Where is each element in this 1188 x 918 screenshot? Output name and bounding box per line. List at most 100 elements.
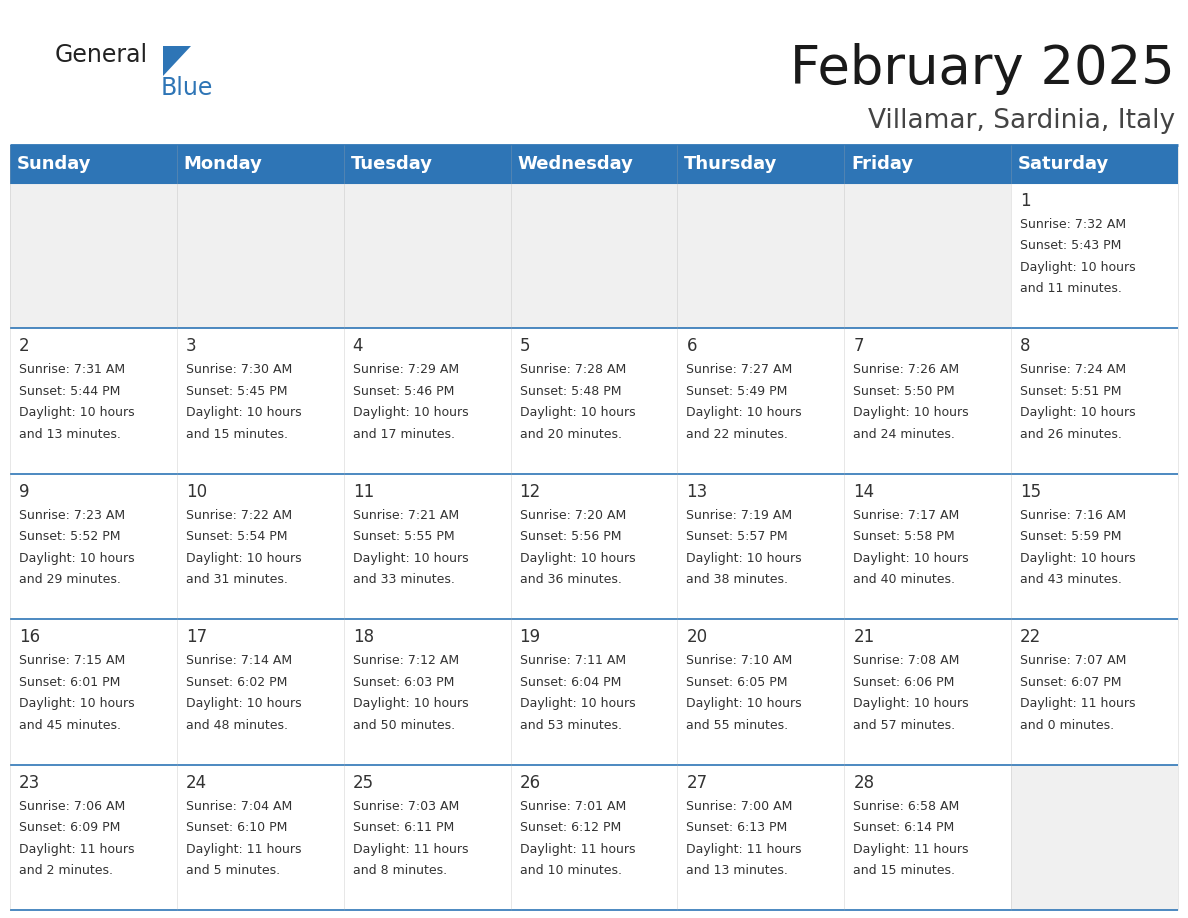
- Text: Sunrise: 7:28 AM: Sunrise: 7:28 AM: [519, 364, 626, 376]
- Bar: [343, 329, 511, 474]
- Bar: [677, 145, 845, 183]
- Text: and 0 minutes.: and 0 minutes.: [1020, 719, 1114, 732]
- Text: Daylight: 11 hours: Daylight: 11 hours: [19, 843, 134, 856]
- Bar: [1011, 183, 1178, 329]
- Text: and 57 minutes.: and 57 minutes.: [853, 719, 955, 732]
- Text: 2: 2: [19, 338, 30, 355]
- Text: and 45 minutes.: and 45 minutes.: [19, 719, 121, 732]
- Text: and 26 minutes.: and 26 minutes.: [1020, 428, 1121, 441]
- Text: Sunrise: 7:21 AM: Sunrise: 7:21 AM: [353, 509, 459, 521]
- Text: Sunset: 6:14 PM: Sunset: 6:14 PM: [853, 821, 954, 834]
- Text: Sunset: 6:13 PM: Sunset: 6:13 PM: [687, 821, 788, 834]
- Text: and 36 minutes.: and 36 minutes.: [519, 574, 621, 587]
- Text: Tuesday: Tuesday: [350, 155, 432, 173]
- Bar: [10, 474, 177, 620]
- Text: Daylight: 10 hours: Daylight: 10 hours: [353, 552, 468, 565]
- Text: February 2025: February 2025: [790, 43, 1175, 95]
- Text: Sunday: Sunday: [17, 155, 91, 173]
- Text: Wednesday: Wednesday: [517, 155, 633, 173]
- Bar: [1011, 620, 1178, 765]
- Text: 7: 7: [853, 338, 864, 355]
- Text: and 13 minutes.: and 13 minutes.: [19, 428, 121, 441]
- Text: 6: 6: [687, 338, 697, 355]
- Text: 1: 1: [1020, 192, 1031, 210]
- Text: Sunrise: 7:04 AM: Sunrise: 7:04 AM: [185, 800, 292, 812]
- Text: and 15 minutes.: and 15 minutes.: [185, 428, 287, 441]
- Bar: [845, 329, 1011, 474]
- Text: 13: 13: [687, 483, 708, 501]
- Text: Sunset: 5:59 PM: Sunset: 5:59 PM: [1020, 531, 1121, 543]
- Bar: [177, 183, 343, 329]
- Bar: [177, 329, 343, 474]
- Text: Sunrise: 7:01 AM: Sunrise: 7:01 AM: [519, 800, 626, 812]
- Text: Sunrise: 7:08 AM: Sunrise: 7:08 AM: [853, 655, 960, 667]
- Text: Daylight: 10 hours: Daylight: 10 hours: [19, 552, 134, 565]
- Text: Sunrise: 7:16 AM: Sunrise: 7:16 AM: [1020, 509, 1126, 521]
- Text: Sunset: 5:50 PM: Sunset: 5:50 PM: [853, 385, 955, 397]
- Text: 4: 4: [353, 338, 364, 355]
- Text: Daylight: 10 hours: Daylight: 10 hours: [1020, 552, 1136, 565]
- Text: and 48 minutes.: and 48 minutes.: [185, 719, 287, 732]
- Bar: [1011, 145, 1178, 183]
- Text: Daylight: 10 hours: Daylight: 10 hours: [1020, 407, 1136, 420]
- Text: and 17 minutes.: and 17 minutes.: [353, 428, 455, 441]
- Text: Sunset: 5:48 PM: Sunset: 5:48 PM: [519, 385, 621, 397]
- Text: Sunset: 6:06 PM: Sunset: 6:06 PM: [853, 676, 955, 688]
- Text: Daylight: 10 hours: Daylight: 10 hours: [1020, 261, 1136, 274]
- Text: and 5 minutes.: and 5 minutes.: [185, 864, 280, 877]
- Text: Daylight: 10 hours: Daylight: 10 hours: [687, 407, 802, 420]
- Text: Daylight: 11 hours: Daylight: 11 hours: [687, 843, 802, 856]
- Text: Sunset: 6:11 PM: Sunset: 6:11 PM: [353, 821, 454, 834]
- Text: Sunset: 5:51 PM: Sunset: 5:51 PM: [1020, 385, 1121, 397]
- Text: and 31 minutes.: and 31 minutes.: [185, 574, 287, 587]
- Text: 9: 9: [19, 483, 30, 501]
- Text: Blue: Blue: [162, 76, 214, 100]
- Text: Sunrise: 7:07 AM: Sunrise: 7:07 AM: [1020, 655, 1126, 667]
- Bar: [177, 145, 343, 183]
- Text: Sunset: 5:45 PM: Sunset: 5:45 PM: [185, 385, 287, 397]
- Text: Villamar, Sardinia, Italy: Villamar, Sardinia, Italy: [868, 108, 1175, 134]
- Text: Sunset: 5:44 PM: Sunset: 5:44 PM: [19, 385, 120, 397]
- Text: Sunrise: 7:30 AM: Sunrise: 7:30 AM: [185, 364, 292, 376]
- Bar: [845, 183, 1011, 329]
- Bar: [511, 474, 677, 620]
- Text: Sunrise: 7:17 AM: Sunrise: 7:17 AM: [853, 509, 960, 521]
- Text: 25: 25: [353, 774, 374, 791]
- Bar: [511, 765, 677, 910]
- Text: 10: 10: [185, 483, 207, 501]
- Bar: [177, 620, 343, 765]
- Text: Thursday: Thursday: [684, 155, 777, 173]
- Text: and 15 minutes.: and 15 minutes.: [853, 864, 955, 877]
- Bar: [177, 474, 343, 620]
- Text: Sunrise: 7:12 AM: Sunrise: 7:12 AM: [353, 655, 459, 667]
- Text: Daylight: 10 hours: Daylight: 10 hours: [185, 697, 302, 711]
- Text: Friday: Friday: [851, 155, 914, 173]
- Text: Daylight: 10 hours: Daylight: 10 hours: [687, 697, 802, 711]
- Text: 17: 17: [185, 628, 207, 646]
- Text: Sunrise: 7:32 AM: Sunrise: 7:32 AM: [1020, 218, 1126, 231]
- Text: 28: 28: [853, 774, 874, 791]
- Text: Daylight: 11 hours: Daylight: 11 hours: [1020, 697, 1136, 711]
- Text: Sunset: 6:10 PM: Sunset: 6:10 PM: [185, 821, 287, 834]
- Text: and 50 minutes.: and 50 minutes.: [353, 719, 455, 732]
- Text: Daylight: 11 hours: Daylight: 11 hours: [519, 843, 636, 856]
- Text: Daylight: 10 hours: Daylight: 10 hours: [519, 697, 636, 711]
- Text: Sunset: 6:02 PM: Sunset: 6:02 PM: [185, 676, 287, 688]
- Text: 12: 12: [519, 483, 541, 501]
- Text: and 10 minutes.: and 10 minutes.: [519, 864, 621, 877]
- Bar: [845, 620, 1011, 765]
- Bar: [1011, 765, 1178, 910]
- Text: Daylight: 10 hours: Daylight: 10 hours: [519, 552, 636, 565]
- Text: Daylight: 10 hours: Daylight: 10 hours: [353, 407, 468, 420]
- Text: 11: 11: [353, 483, 374, 501]
- Text: Sunset: 5:46 PM: Sunset: 5:46 PM: [353, 385, 454, 397]
- Text: Sunrise: 7:15 AM: Sunrise: 7:15 AM: [19, 655, 125, 667]
- Text: Sunrise: 7:14 AM: Sunrise: 7:14 AM: [185, 655, 292, 667]
- Text: 19: 19: [519, 628, 541, 646]
- Bar: [677, 620, 845, 765]
- Text: Sunset: 5:57 PM: Sunset: 5:57 PM: [687, 531, 788, 543]
- Bar: [10, 145, 177, 183]
- Text: Daylight: 11 hours: Daylight: 11 hours: [353, 843, 468, 856]
- Text: Sunrise: 7:26 AM: Sunrise: 7:26 AM: [853, 364, 960, 376]
- Text: Daylight: 10 hours: Daylight: 10 hours: [185, 552, 302, 565]
